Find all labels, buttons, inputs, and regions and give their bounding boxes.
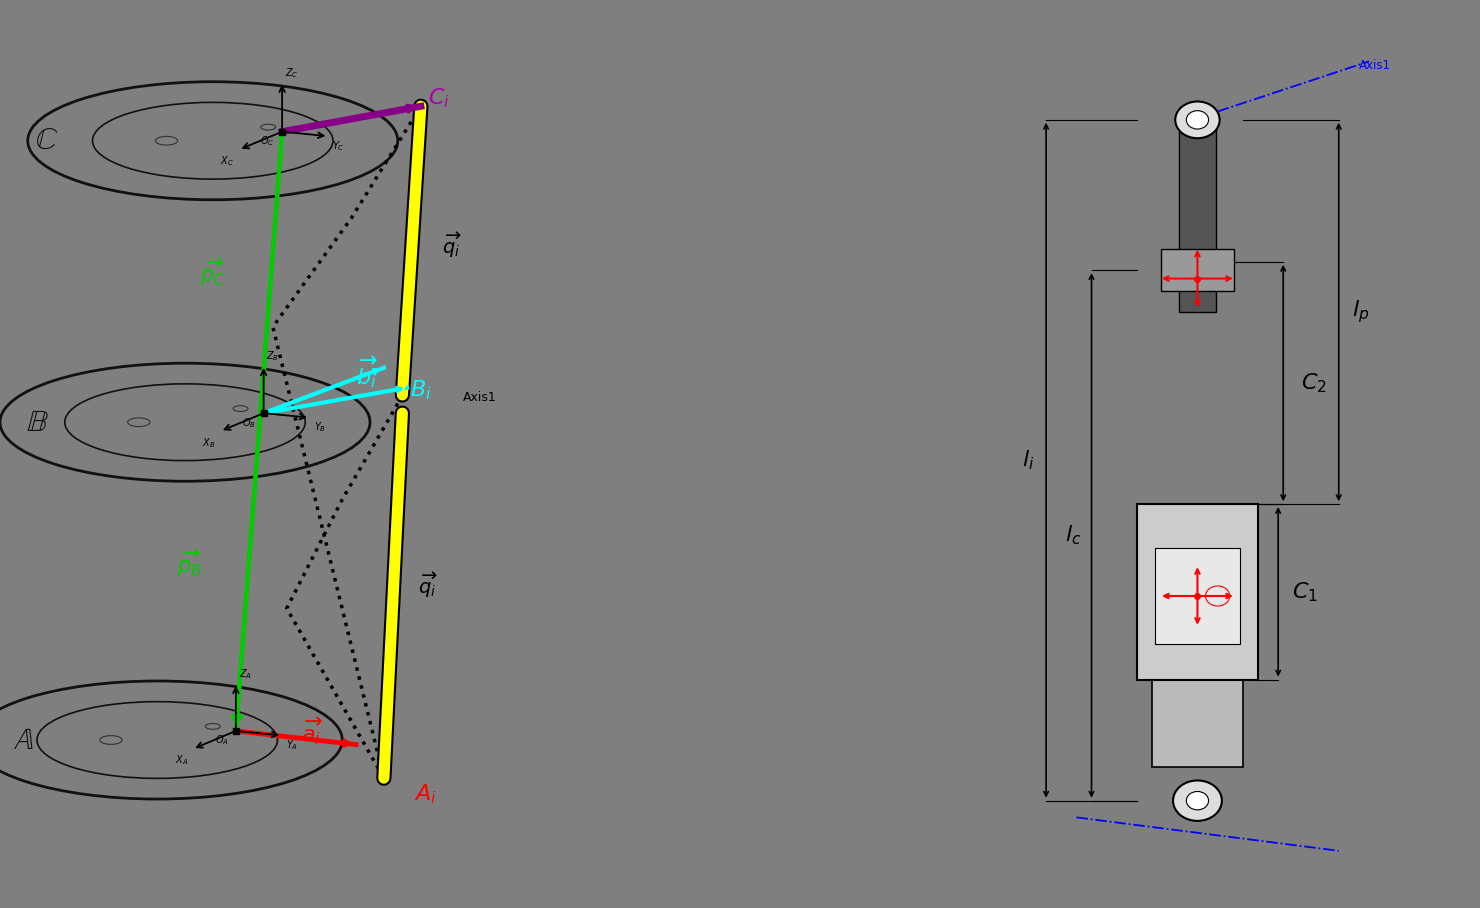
Text: $Y_{A}$: $Y_{A}$: [286, 738, 297, 752]
Text: $X_{A}$: $X_{A}$: [175, 754, 188, 767]
Text: $l_c$: $l_c$: [1066, 524, 1082, 548]
Text: $C_2$: $C_2$: [1301, 371, 1328, 395]
Text: $l_i$: $l_i$: [1021, 449, 1035, 472]
Bar: [1151, 504, 1243, 767]
Text: Axis1: Axis1: [1359, 59, 1391, 72]
Text: $Z_{A}$: $Z_{A}$: [238, 667, 252, 681]
Text: $C_1$: $C_1$: [1292, 580, 1319, 604]
Text: $\overrightarrow{a_i}$: $\overrightarrow{a_i}$: [300, 715, 323, 747]
Bar: [1162, 250, 1234, 291]
Text: $Y_{B}$: $Y_{B}$: [314, 420, 326, 434]
Circle shape: [1174, 781, 1222, 821]
Circle shape: [1187, 792, 1209, 810]
Text: $l_p$: $l_p$: [1353, 299, 1369, 325]
Text: $O_{C}$: $O_{C}$: [260, 134, 275, 148]
Text: $O_{B}$: $O_{B}$: [243, 416, 256, 429]
Text: Axis1: Axis1: [462, 391, 496, 404]
Text: $\overrightarrow{q_i}$: $\overrightarrow{q_i}$: [419, 571, 438, 600]
Text: $\overrightarrow{b_i}$: $\overrightarrow{b_i}$: [357, 354, 379, 390]
Text: $\mathbb{A}$: $\mathbb{A}$: [13, 725, 34, 755]
Text: $\overrightarrow{p_B}$: $\overrightarrow{p_B}$: [178, 548, 201, 578]
Bar: [1137, 504, 1258, 679]
Text: $Y_{C}$: $Y_{C}$: [332, 139, 345, 153]
Text: $X_{B}$: $X_{B}$: [203, 436, 216, 449]
Text: $B_i$: $B_i$: [410, 379, 431, 402]
Text: $\mathbb{B}$: $\mathbb{B}$: [25, 408, 49, 437]
Bar: [1180, 120, 1215, 312]
Text: $Z_{C}$: $Z_{C}$: [284, 66, 299, 80]
Text: $X_{C}$: $X_{C}$: [221, 154, 234, 168]
Circle shape: [1175, 102, 1220, 138]
Text: $A_i$: $A_i$: [414, 783, 437, 806]
Text: $O_{A}$: $O_{A}$: [215, 734, 228, 747]
Text: $Z_{B}$: $Z_{B}$: [266, 350, 280, 363]
Text: $\overrightarrow{q_i}$: $\overrightarrow{q_i}$: [443, 231, 462, 260]
Text: $\overrightarrow{p_C}$: $\overrightarrow{p_C}$: [200, 257, 225, 288]
Bar: [1154, 548, 1240, 645]
Circle shape: [1187, 111, 1209, 129]
Text: $\mathbb{C}$: $\mathbb{C}$: [34, 126, 58, 155]
Text: $C_i$: $C_i$: [428, 86, 450, 110]
